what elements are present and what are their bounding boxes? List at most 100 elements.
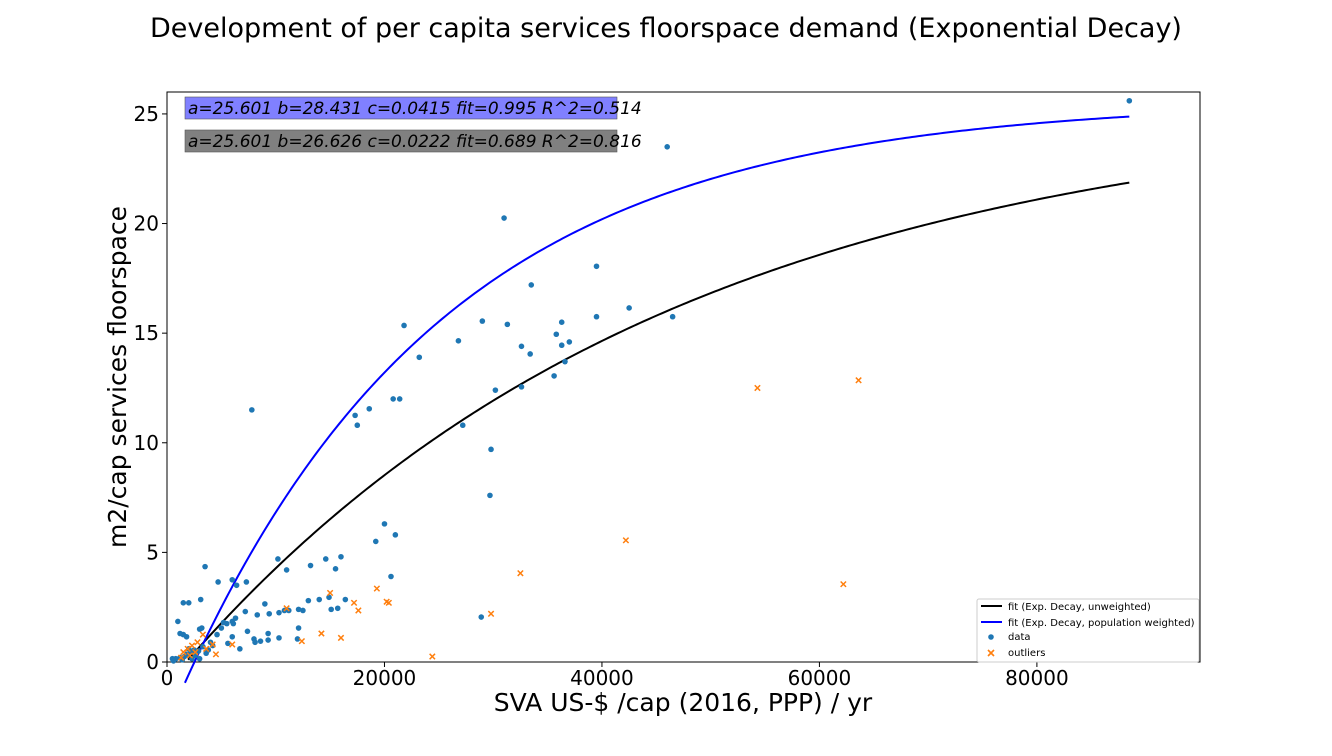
data-point [230,620,237,627]
x-axis-label: SVA US-$ /cap (2016, PPP) / yr [494,688,873,717]
data-point [479,318,486,324]
outlier-point [517,569,524,577]
data-point [175,618,181,625]
x-tick-label: 80000 [1005,666,1069,690]
data-point [243,579,250,585]
data-point [527,351,533,357]
data-point [183,633,190,640]
outlier-point [385,599,393,607]
data-point [332,566,339,572]
legend-box [976,598,1200,663]
data-point [416,354,423,361]
data-point [626,305,632,311]
outlier-point [855,377,862,384]
outlier-point [188,642,196,649]
legend-outliers-marker [987,649,995,657]
data-point [254,612,261,618]
data-point [488,446,494,453]
annotation-unweighted-box [184,129,618,153]
data-point [180,600,187,606]
data-point [189,655,195,662]
y-tick-label: 25 [134,102,159,126]
outlier-point [318,630,325,637]
outlier-point [326,589,334,597]
data-point [518,343,525,350]
outlier-point [186,652,194,659]
y-tick-label: 10 [134,431,159,455]
data-point [551,373,557,379]
outlier-point [283,605,290,612]
x-tick-label: 60000 [788,666,852,690]
data-point [237,646,243,652]
legend-unweighted-label: fit (Exp. Decay, unweighted) [1008,602,1151,613]
data-point [352,412,358,419]
data-point [185,600,192,606]
outlier-point [487,610,495,617]
outlier-point [622,537,630,544]
data-point [266,610,273,617]
data-point [558,319,565,325]
outlier-point [373,585,381,592]
data-point [381,521,388,527]
data-point [229,633,236,640]
y-tick-label: 5 [146,540,159,564]
data-point [593,263,600,270]
plot-frame [166,91,1201,663]
data-point [553,331,560,338]
data-point [669,313,676,320]
data-point [354,422,361,429]
data-point [334,605,341,612]
data-point [326,594,332,601]
data-point [518,384,525,390]
outlier-point [840,580,847,588]
outlier-point [229,641,236,648]
data-point [401,322,407,329]
data-point [316,596,323,603]
data-point [197,596,204,603]
data-point [252,639,258,646]
data-point [593,313,600,320]
legend-weighted-label: fit (Exp. Decay, population weighted) [1008,618,1195,629]
data-point [664,144,670,150]
outlier-point [180,648,187,656]
data-point [225,640,231,647]
data-point [501,215,507,221]
data-point [504,321,511,328]
x-tick-label: 20000 [353,666,417,690]
data-point [262,601,268,607]
data-point [322,556,329,562]
fit-line-weighted [184,115,1130,684]
outlier-point [298,637,306,645]
data-point [200,643,206,650]
data-point [232,615,239,621]
outlier-point [754,384,761,392]
data-point [328,606,334,613]
chart-title: Development of per capita services floor… [150,13,1182,44]
data-point [202,563,208,570]
data-point [249,407,255,413]
data-point [275,556,281,562]
annotation-weighted: a=25.601 b=28.431 c=0.0415 fit=0.995 R^2… [184,96,642,120]
data-point [265,637,271,643]
y-axis-label: m2/cap services floorspace [103,206,132,548]
data-point [372,538,379,545]
data-point [220,619,227,626]
outlier-point [209,641,216,648]
data-point [294,636,301,642]
data-point [300,607,306,614]
data-point [265,630,271,637]
data-point [459,422,466,429]
data-point [257,638,264,644]
legend-data-label: data [1008,632,1031,643]
data-point [170,658,177,664]
data-point [562,358,568,365]
data-point [283,567,290,573]
y-tick-label: 15 [134,321,159,345]
data-point [1126,97,1133,104]
data-point [276,635,282,641]
outlier-point [184,645,191,653]
data-point [244,628,251,635]
lines-layer [184,115,1130,684]
data-point [492,387,499,393]
